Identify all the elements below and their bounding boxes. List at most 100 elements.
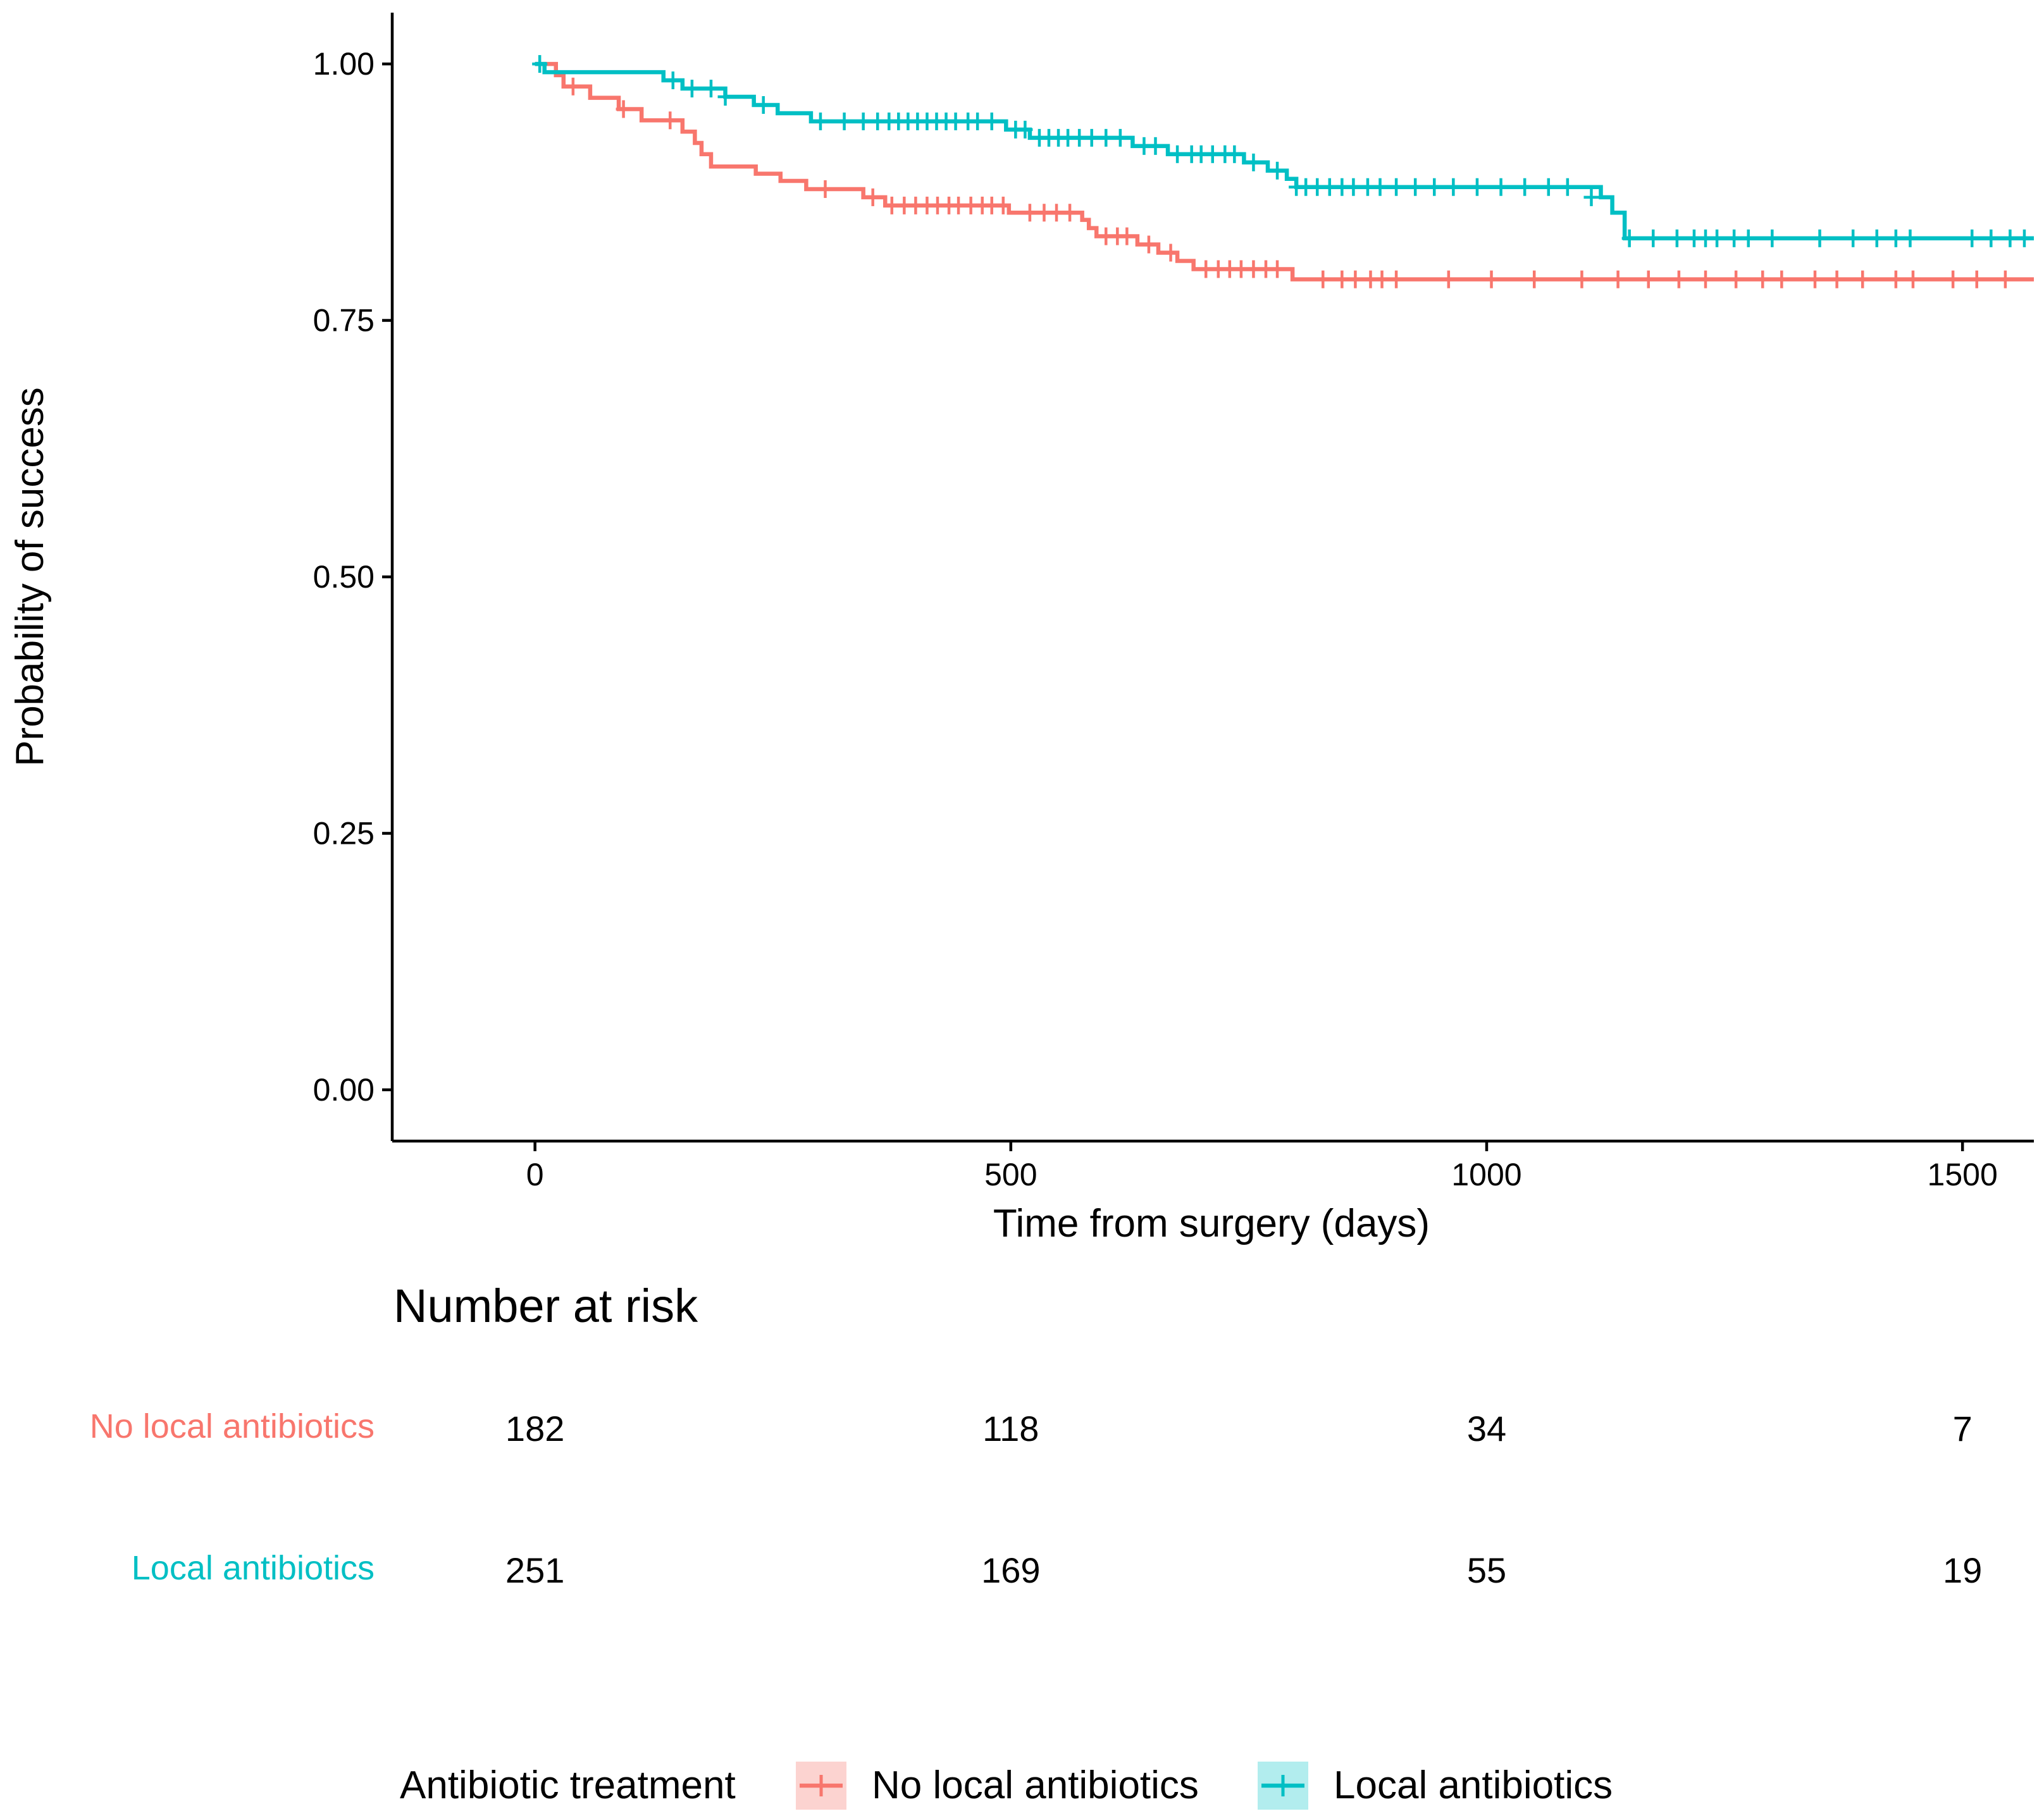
censor-mark-local-antibiotics [1888,229,1904,247]
censor-mark-no-local-antibiotics [1141,235,1156,254]
y-tick-label: 0.75 [313,303,375,338]
censor-mark-local-antibiotics [1645,229,1661,247]
censor-mark-local-antibiotics [1726,229,1742,247]
censor-mark-no-local-antibiotics [1671,270,1687,288]
censor-mark-local-antibiotics [855,112,871,130]
x-axis-ticks: 0 500 1000 1500 [526,1141,1998,1192]
censor-mark-local-antibiotics [1227,145,1242,163]
censor-mark-no-local-antibiotics [1315,270,1331,288]
censor-mark-local-antibiotics [684,80,700,98]
censor-mark-no-local-antibiotics [1774,270,1790,288]
censor-mark-local-antibiotics [1084,128,1099,147]
censor-mark-no-local-antibiotics [1698,270,1713,288]
censor-mark-no-local-antibiotics [1163,244,1179,262]
censor-mark-no-local-antibiotics [995,196,1011,214]
x-tick-label: 1000 [1451,1157,1521,1192]
censor-mark-local-antibiotics [1493,178,1509,196]
y-tick-label: 0.25 [313,815,375,851]
legend-label-no-local-antibiotics: No local antibiotics [872,1763,1199,1807]
censor-mark-local-antibiotics [703,80,719,98]
y-tick-label: 0.50 [313,559,375,595]
censor-mark-no-local-antibiotics [1610,270,1626,288]
censor-mark-no-local-antibiotics [1022,204,1037,222]
censor-mark-local-antibiotics [1709,229,1725,247]
censor-mark-no-local-antibiotics [1374,270,1390,288]
legend-title: Antibiotic treatment [400,1763,736,1807]
censor-mark-no-local-antibiotics [865,188,881,206]
censor-mark-no-local-antibiotics [1888,270,1904,288]
censor-mark-no-local-antibiotics [1483,270,1499,288]
censor-mark-no-local-antibiotics [1119,227,1135,245]
censor-mark-no-local-antibiotics [565,77,581,96]
censor-mark-no-local-antibiotics [1389,270,1404,288]
censor-mark-no-local-antibiotics [1347,270,1363,288]
censor-mark-local-antibiotics [532,55,548,73]
censor-mark-no-local-antibiotics [1062,204,1078,222]
censor-mark-local-antibiotics [1764,229,1780,247]
censor-mark-local-antibiotics [812,112,828,130]
censor-mark-local-antibiotics [1148,137,1163,155]
censor-mark-local-antibiotics [1621,229,1637,247]
censor-mark-local-antibiotics [1427,178,1442,196]
censor-mark-local-antibiotics [1270,161,1285,180]
censor-mark-no-local-antibiotics [616,100,631,118]
censor-mark-local-antibiotics [836,112,852,130]
censor-mark-no-local-antibiotics [1440,270,1456,288]
risk-table-title: Number at risk [393,1280,698,1332]
censor-mark-local-antibiotics [1517,178,1533,196]
censor-mark-no-local-antibiotics [1270,260,1285,278]
censor-mark-local-antibiotics [1583,188,1599,206]
risk-value-local-antibiotics: 19 [1943,1550,1982,1590]
censor-mark-local-antibiotics [1112,128,1128,147]
censor-mark-no-local-antibiotics [1049,204,1065,222]
censor-mark-local-antibiotics [1446,178,1461,196]
legend-key-local-antibiotics [1258,1762,1308,1810]
censor-mark-no-local-antibiotics [1527,270,1542,288]
risk-value-local-antibiotics: 169 [981,1550,1040,1590]
censor-mark-no-local-antibiotics [1855,270,1871,288]
censor-mark-local-antibiotics [755,96,771,114]
censor-mark-no-local-antibiotics [662,111,678,130]
censor-mark-no-local-antibiotics [1334,270,1350,288]
censor-mark-no-local-antibiotics [1574,270,1590,288]
legend: Antibiotic treatment No local antibiotic… [400,1762,1613,1810]
risk-value-no-local-antibiotics: 7 [1953,1409,1973,1448]
censor-mark-no-local-antibiotics [1905,270,1921,288]
censor-mark-local-antibiotics [1540,178,1556,196]
censor-mark-no-local-antibiotics [1969,270,1985,288]
censor-mark-local-antibiotics [1902,229,1918,247]
censor-mark-local-antibiotics [1170,145,1186,163]
x-tick-label: 1500 [1928,1157,1998,1192]
censor-mark-no-local-antibiotics [1728,270,1744,288]
censor-mark-no-local-antibiotics [1997,270,2013,288]
censor-mark-local-antibiotics [1246,153,1261,171]
y-tick-label: 0.00 [313,1072,375,1108]
censor-mark-local-antibiotics [717,87,733,106]
censor-mark-local-antibiotics [1740,229,1756,247]
censor-mark-no-local-antibiotics [817,180,833,198]
censor-mark-no-local-antibiotics [1807,270,1823,288]
y-axis-ticks: 0.00 0.25 0.50 0.75 1.00 [313,46,392,1108]
risk-table: No local antibiotics 182 118 34 7 Local antib… [90,1407,1983,1590]
censor-mark-local-antibiotics [1812,229,1828,247]
censor-mark-local-antibiotics [2016,229,2032,247]
censor-mark-local-antibiotics [1346,178,1361,196]
censor-mark-local-antibiotics [1469,178,1485,196]
censor-mark-no-local-antibiotics [1755,270,1771,288]
risk-value-no-local-antibiotics: 182 [505,1409,564,1448]
censor-mark-local-antibiotics [1964,229,1980,247]
censor-mark-local-antibiotics [1372,178,1388,196]
censor-mark-local-antibiotics [1098,128,1114,147]
censor-mark-local-antibiotics [1389,178,1404,196]
y-axis-title: Probability of success [8,387,52,767]
censor-mark-local-antibiotics [1559,178,1575,196]
censor-mark-local-antibiotics [665,71,681,90]
legend-label-local-antibiotics: Local antibiotics [1334,1763,1613,1807]
x-tick-label: 0 [526,1157,544,1192]
censor-mark-local-antibiotics [1017,120,1033,139]
plot-curves [532,55,2034,288]
censor-mark-local-antibiotics [984,112,1000,130]
censor-mark-no-local-antibiotics [1829,270,1845,288]
